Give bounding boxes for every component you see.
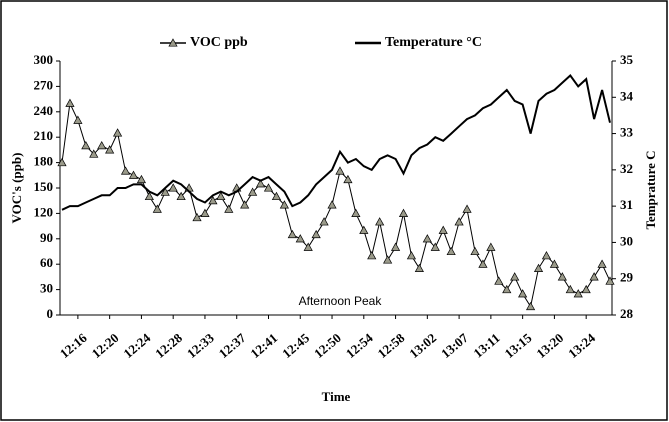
- y2-axis-title: Temprature C: [643, 150, 658, 229]
- temperature-line: [61, 74, 611, 211]
- voc-marker: [565, 284, 575, 294]
- voc-marker: [510, 272, 520, 281]
- voc-marker: [160, 187, 170, 196]
- y2-tick-label: 34: [620, 88, 634, 103]
- voc-marker: [597, 259, 607, 268]
- voc-marker: [89, 149, 99, 158]
- voc-line: [61, 101, 611, 308]
- voc-marker: [128, 170, 139, 179]
- legend-marker: [168, 38, 178, 47]
- voc-marker: [73, 115, 83, 124]
- voc-marker: [295, 234, 305, 243]
- legend-label: Temperature °C: [385, 35, 482, 50]
- voc-marker: [367, 251, 377, 260]
- voc-marker: [240, 200, 250, 209]
- voc-marker: [502, 284, 512, 294]
- y-tick-label: 90: [40, 230, 53, 245]
- voc-marker: [279, 200, 289, 209]
- y-tick-label: 30: [40, 281, 53, 296]
- y2-tick-label: 32: [620, 161, 633, 176]
- y-tick-label: 210: [34, 128, 54, 143]
- voc-marker: [97, 140, 107, 150]
- voc-marker: [176, 191, 186, 201]
- y2-tick-label: 35: [620, 52, 634, 67]
- voc-marker: [605, 276, 615, 285]
- y-tick-label: 0: [47, 306, 54, 321]
- y2-tick-label: 28: [620, 306, 634, 321]
- voc-marker: [533, 263, 544, 272]
- voc-marker: [271, 191, 282, 201]
- voc-marker: [319, 217, 329, 226]
- voc-marker: [351, 208, 361, 217]
- y2-tick-label: 33: [620, 125, 634, 140]
- y-axis-title: VOC's (ppb): [9, 153, 24, 224]
- x-axis-title: Time: [322, 389, 351, 404]
- legend-label: VOC ppb: [190, 35, 248, 50]
- annotation: Afternoon Peak: [299, 294, 383, 308]
- voc-marker: [65, 98, 75, 107]
- voc-marker: [263, 183, 274, 192]
- y-tick-label: 270: [34, 77, 54, 92]
- voc-marker: [494, 276, 504, 285]
- y-tick-label: 240: [34, 103, 54, 118]
- voc-marker: [390, 242, 401, 251]
- voc-marker: [105, 145, 115, 154]
- voc-marker: [216, 191, 226, 201]
- voc-marker: [557, 272, 567, 281]
- voc-marker: [518, 289, 528, 298]
- voc-marker: [311, 229, 321, 239]
- voc-marker: [287, 229, 297, 239]
- voc-marker: [200, 208, 210, 217]
- voc-marker: [81, 140, 91, 150]
- voc-marker: [398, 208, 409, 217]
- voc-marker: [454, 217, 464, 226]
- y-tick-label: 120: [34, 204, 54, 219]
- voc-marker: [152, 204, 162, 213]
- voc-marker: [430, 242, 440, 251]
- voc-marker: [478, 259, 488, 268]
- y-tick-label: 300: [34, 52, 54, 67]
- voc-marker: [406, 251, 417, 260]
- voc-marker: [541, 251, 552, 260]
- voc-marker: [168, 183, 178, 192]
- y2-tick-label: 31: [620, 197, 633, 212]
- voc-marker: [470, 246, 480, 256]
- voc-marker: [414, 263, 424, 272]
- voc-marker: [224, 204, 234, 213]
- voc-marker: [144, 191, 154, 201]
- voc-marker: [327, 200, 337, 209]
- voc-marker: [573, 289, 583, 298]
- voc-marker: [446, 246, 456, 256]
- y-tick-label: 180: [34, 154, 54, 169]
- voc-marker: [549, 259, 560, 268]
- voc-marker: [422, 234, 432, 243]
- y2-tick-label: 30: [620, 233, 633, 248]
- voc-marker: [589, 272, 599, 281]
- voc-marker: [120, 166, 131, 175]
- y2-tick-label: 29: [620, 270, 634, 285]
- voc-marker: [57, 157, 67, 167]
- voc-marker: [383, 255, 393, 264]
- y-tick-label: 150: [34, 179, 54, 194]
- voc-marker: [248, 187, 258, 196]
- voc-marker: [438, 225, 448, 234]
- voc-marker: [335, 166, 345, 175]
- voc-marker: [486, 242, 496, 251]
- voc-marker: [525, 301, 536, 311]
- voc-marker: [581, 284, 591, 294]
- voc-marker: [303, 242, 313, 251]
- voc-marker: [136, 174, 147, 184]
- voc-marker: [343, 174, 353, 184]
- voc-marker: [462, 204, 472, 213]
- voc-marker: [192, 212, 202, 222]
- y-tick-label: 60: [40, 255, 53, 270]
- voc-marker: [255, 179, 266, 188]
- voc-marker: [208, 195, 218, 205]
- voc-marker: [359, 225, 369, 234]
- voc-marker: [112, 128, 123, 137]
- voc-marker: [375, 217, 385, 226]
